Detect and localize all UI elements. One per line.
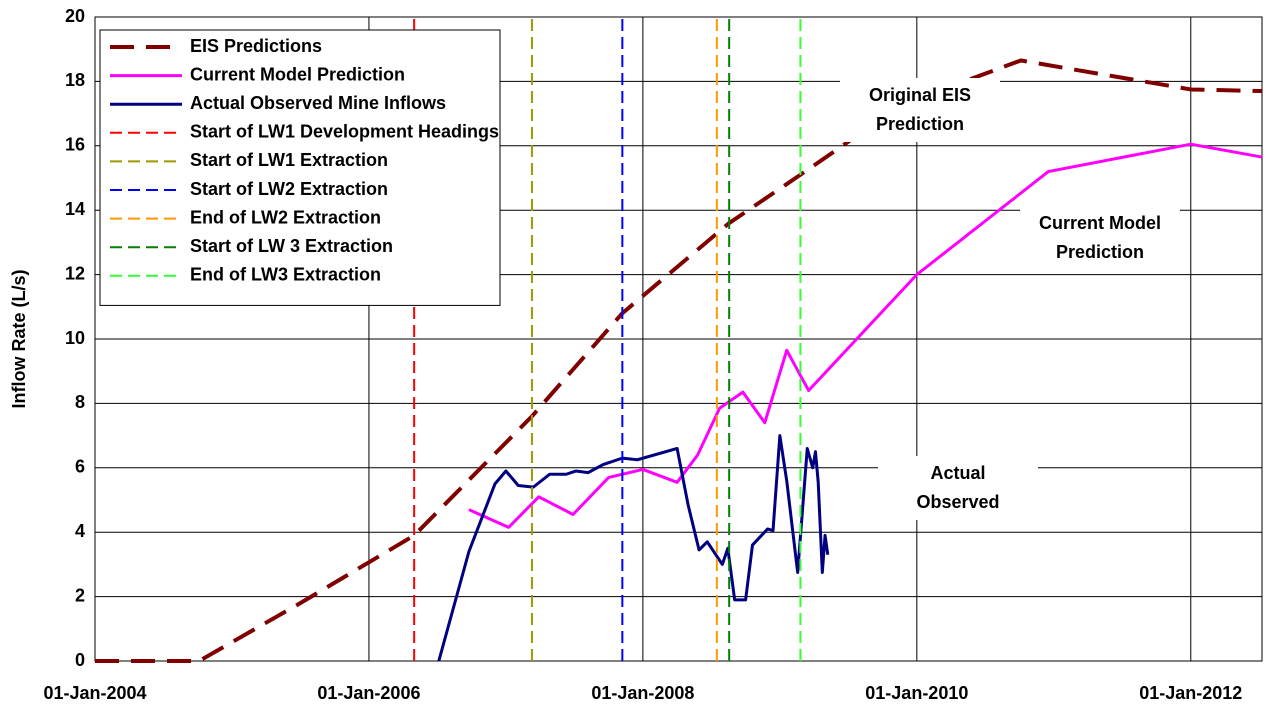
x-tick-label: 01-Jan-2006 [317, 683, 420, 703]
annotation: Original EIS [869, 85, 971, 105]
y-tick-label: 8 [75, 392, 85, 412]
legend-label: End of LW2 Extraction [190, 207, 381, 227]
y-tick-label: 0 [75, 650, 85, 670]
legend-label: Start of LW1 Extraction [190, 150, 388, 170]
annotation: Current Model [1039, 213, 1161, 233]
y-axis-label: Inflow Rate (L/s) [9, 269, 29, 408]
legend-label: Start of LW2 Extraction [190, 179, 388, 199]
y-tick-label: 18 [65, 70, 85, 90]
x-tick-label: 01-Jan-2012 [1139, 683, 1242, 703]
legend-label: Actual Observed Mine Inflows [190, 93, 446, 113]
y-tick-label: 10 [65, 328, 85, 348]
series-line [95, 58, 1263, 663]
annotation-box [878, 456, 1038, 520]
annotation-box [1020, 206, 1180, 270]
y-tick-label: 4 [75, 521, 85, 541]
legend-label: EIS Predictions [190, 36, 322, 56]
y-tick-label: 20 [65, 6, 85, 26]
annotation-box [840, 78, 1000, 142]
series-line [437, 434, 830, 662]
series-line [468, 142, 1263, 529]
legend-label: Start of LW1 Development Headings [190, 122, 499, 142]
y-tick-label: 6 [75, 457, 85, 477]
x-tick-label: 01-Jan-2004 [43, 683, 146, 703]
x-tick-label: 01-Jan-2008 [591, 683, 694, 703]
legend-label: End of LW3 Extraction [190, 265, 381, 285]
y-tick-label: 16 [65, 135, 85, 155]
y-tick-label: 2 [75, 585, 85, 605]
y-tick-label: 14 [65, 199, 85, 219]
annotation: Observed [916, 492, 999, 512]
annotation: Prediction [1056, 242, 1144, 262]
annotation: Prediction [876, 114, 964, 134]
y-tick-label: 12 [65, 263, 85, 283]
annotation: Actual [930, 463, 985, 483]
legend-label: Start of LW 3 Extraction [190, 236, 393, 256]
x-tick-label: 01-Jan-2010 [865, 683, 968, 703]
legend-label: Current Model Prediction [190, 64, 405, 84]
